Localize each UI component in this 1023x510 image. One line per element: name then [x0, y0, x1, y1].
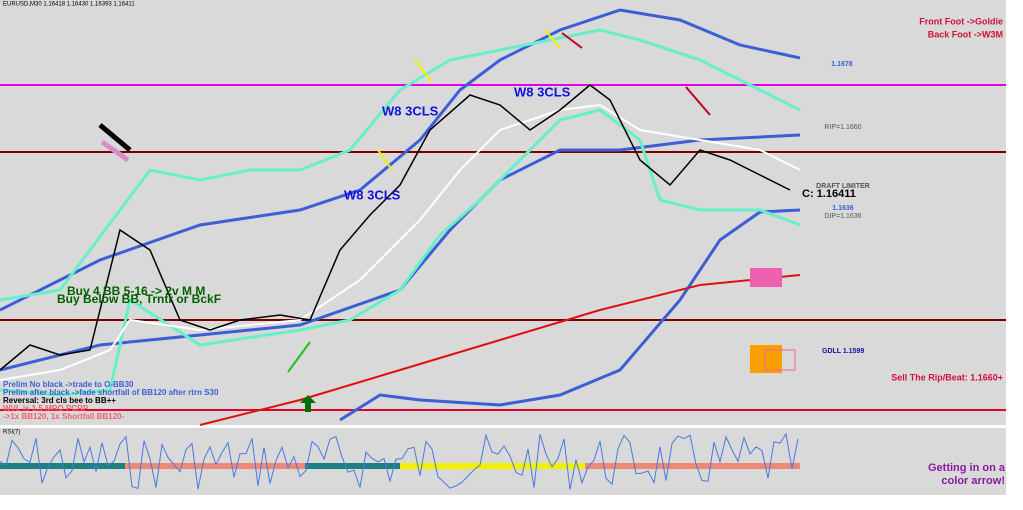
marker: [100, 139, 130, 163]
price-axis: [1006, 0, 1023, 505]
marker: [377, 149, 393, 171]
zone-box: [750, 268, 782, 287]
annotation: ->1x BB120, 1x Shortfall BB120-: [3, 412, 124, 421]
annotation: W8 3CLS: [514, 84, 571, 99]
annotation: WVL is 1.5 MRO PCRP: [3, 404, 89, 413]
annotations: EURUSD,M30 1.16418 1.16430 1.16393 1.164…: [3, 2, 1005, 487]
trend-bar: [125, 463, 305, 469]
annotation: DRAFT LIMITER: [816, 183, 870, 190]
marker: [414, 59, 433, 83]
ema-black: [0, 84, 791, 371]
annotation: W8 3CLS: [344, 187, 401, 202]
price-panel: [0, 0, 1010, 425]
zone-box: [764, 349, 796, 371]
annotation: Buy Below BB, Trntr or BckF: [57, 292, 221, 306]
annotation: 1.1678: [831, 61, 853, 68]
time-axis: [0, 495, 1023, 505]
annotation: Back Foot ->W3M: [928, 29, 1003, 39]
annotation: Buy 4 BB 5-16 -> 2v M M: [67, 284, 205, 298]
oscillator-line: [0, 432, 799, 490]
bb-lower: [339, 208, 801, 422]
marker: [98, 123, 132, 152]
symbol-label: EURUSD,M30 1.16418 1.16430 1.16393 1.164…: [3, 2, 135, 8]
annotation: C: 1.16411: [802, 188, 856, 200]
trend-bar: [400, 463, 585, 469]
tip-box: Getting in on a color arrow!: [928, 462, 1005, 487]
annotation: Reversal: 3rd cls bee to BB++: [3, 396, 116, 405]
zone-box: [750, 345, 782, 373]
marker: [561, 32, 583, 49]
annotation: GDLL 1.1599: [822, 348, 864, 355]
marker: [287, 341, 311, 373]
annotation: 1.1636: [832, 205, 854, 212]
annotation: Sell The Rip/Beat: 1.1660+: [891, 372, 1003, 382]
trend-bar: [0, 463, 125, 469]
indicator-label: RSI(7): [3, 430, 20, 436]
band-upper: [0, 28, 801, 302]
trend-bar: [585, 463, 800, 469]
trend-bar: [305, 463, 400, 469]
ema-white: [0, 103, 801, 381]
annotation: Prelim No black ->trade to O-BB30: [3, 380, 134, 389]
annotation: W8 3CLS: [382, 103, 439, 118]
bb-upper: [0, 8, 801, 312]
annotation: Front Foot ->Goldie: [919, 16, 1003, 26]
bb-mid: [0, 133, 801, 372]
buy-arrow: [300, 395, 316, 412]
ma-line: [199, 274, 801, 426]
band-lower: [0, 108, 801, 397]
annotation: RIP=1.1660: [824, 124, 861, 131]
marker: [685, 86, 711, 116]
indicator-panel: [0, 428, 1010, 495]
marker: [544, 29, 561, 49]
annotation: Prelim after black ->fade shortfall of B…: [3, 388, 219, 397]
annotation: DIP=1.1636: [824, 213, 861, 220]
annotation: Getting in on a color arrow!: [928, 462, 1005, 487]
indicators: [0, 8, 801, 426]
